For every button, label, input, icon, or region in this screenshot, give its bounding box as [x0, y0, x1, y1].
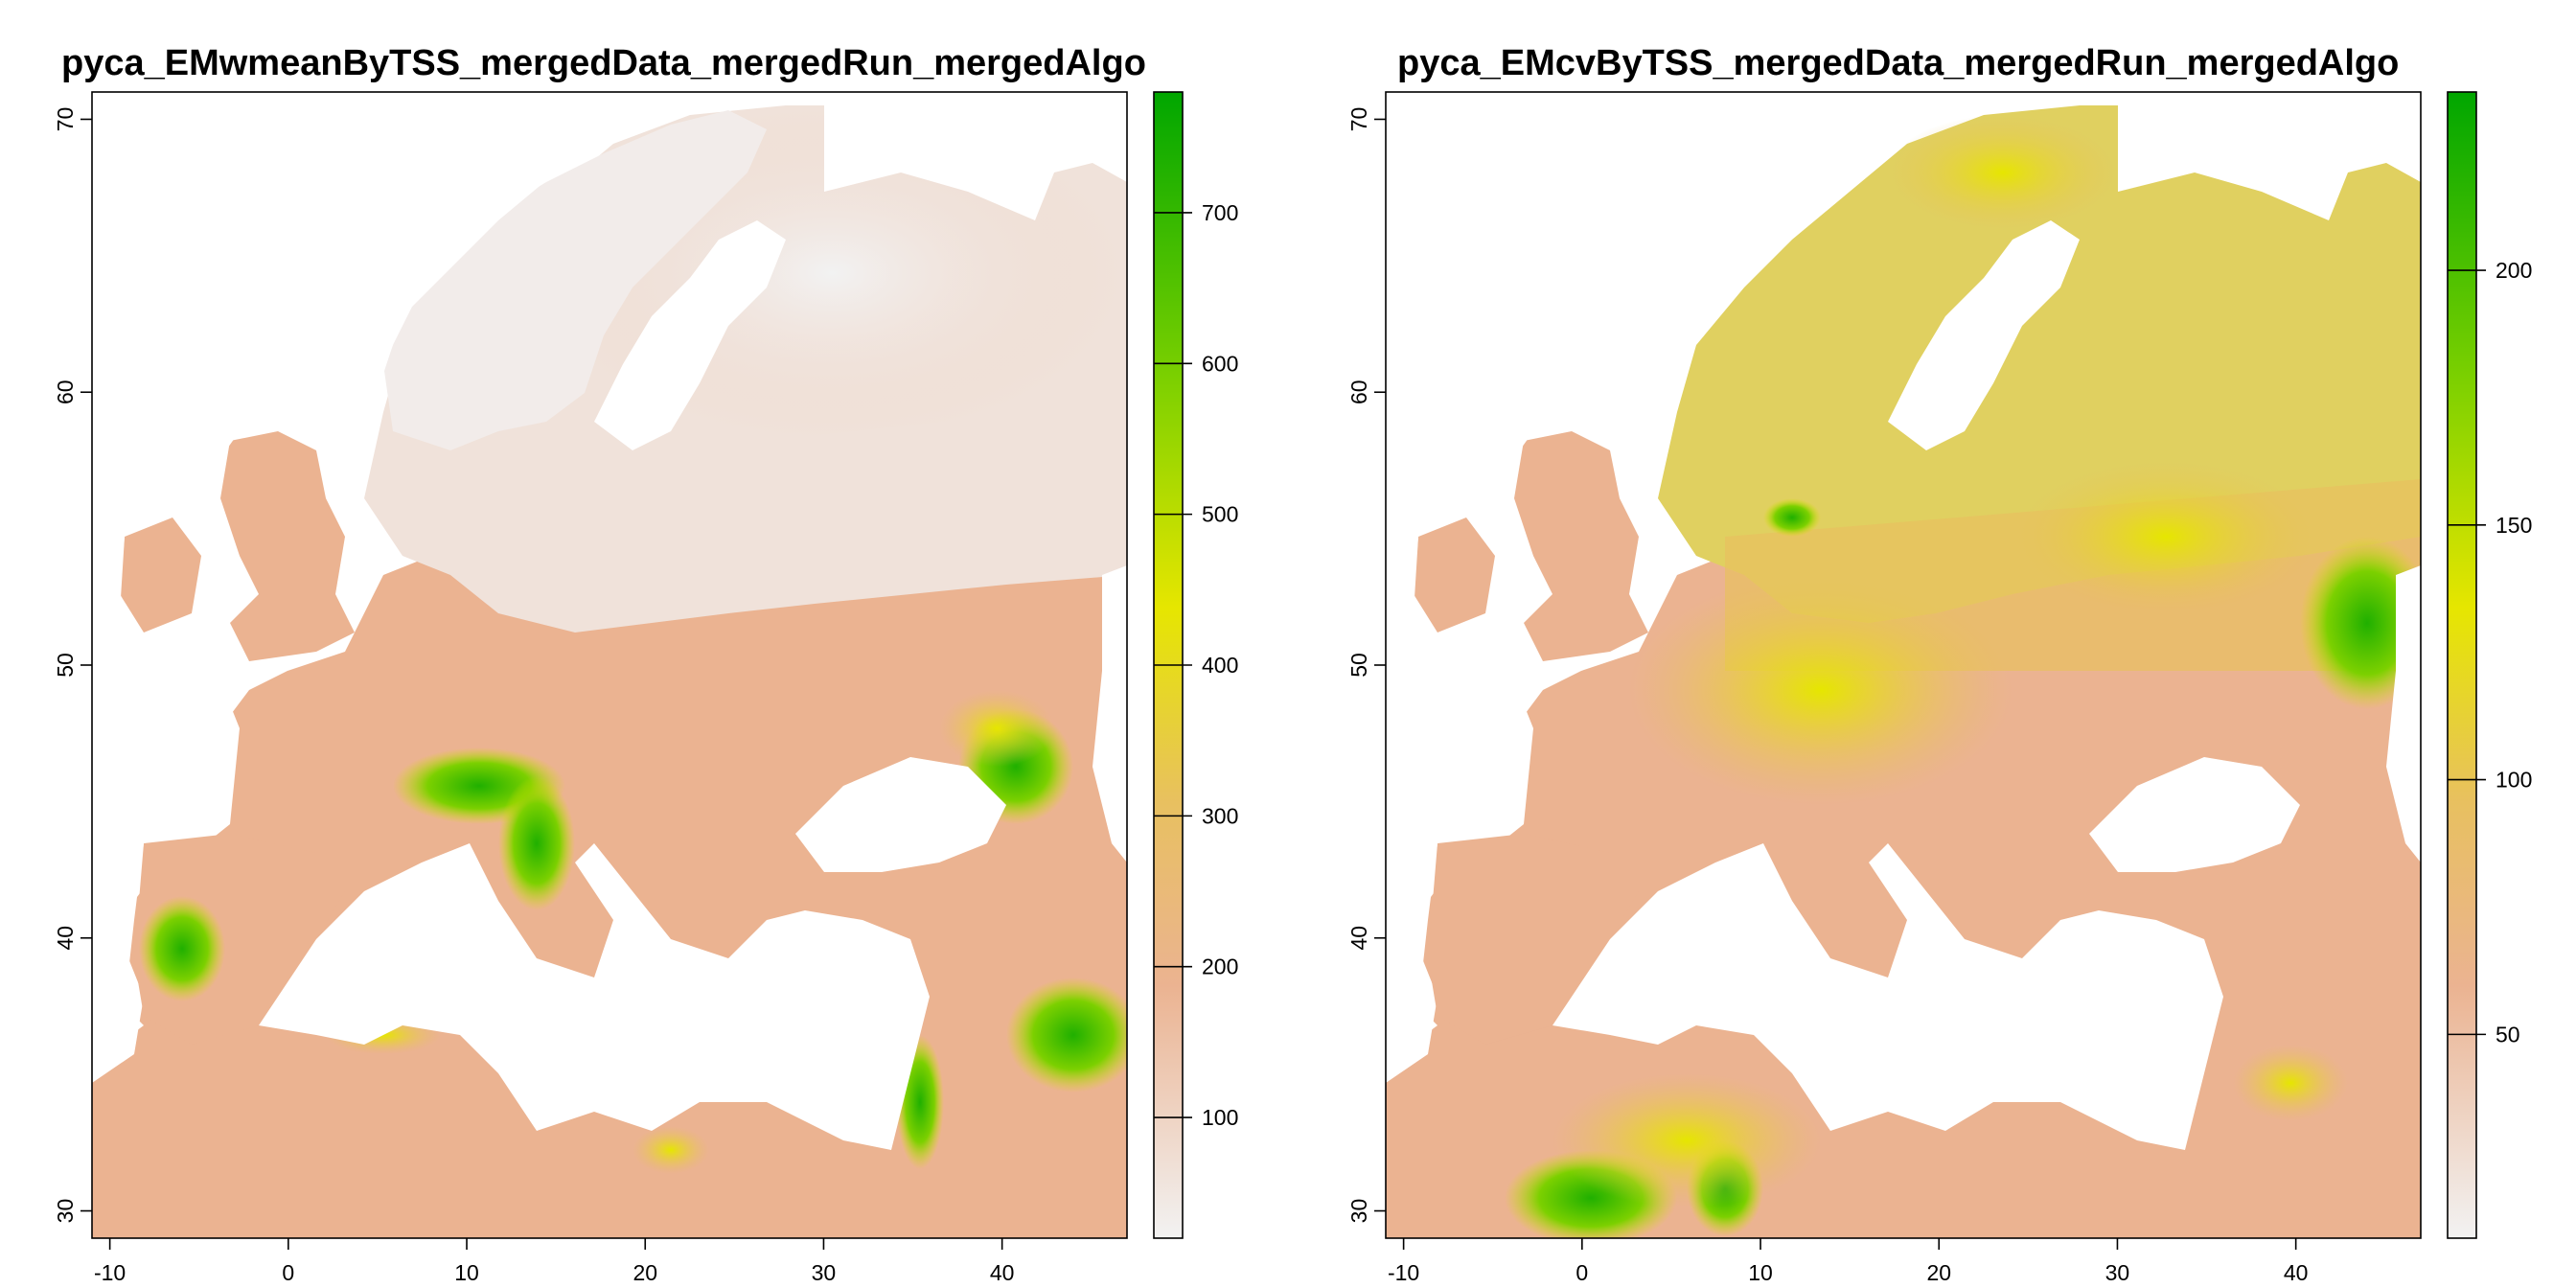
x-tick-label: 20	[632, 1260, 657, 1285]
x-tick-label: 0	[282, 1260, 294, 1285]
y-tick-label: 60	[53, 380, 78, 404]
sea-mediterranean	[1552, 843, 2223, 1150]
colorbar-tick-label: 50	[2496, 1022, 2520, 1046]
sea-baltic	[1888, 220, 2080, 450]
colorbar-tick-label: 200	[2496, 258, 2532, 283]
land-iberia	[1428, 834, 1639, 1045]
colorbar-tick-label: 500	[1202, 502, 1238, 527]
x-tick-label: 10	[454, 1260, 479, 1285]
colorbar-ticks: 100 200 300 400 500 600 700	[1154, 200, 1238, 1130]
x-tick-label: 30	[812, 1260, 837, 1285]
x-tick-label: 10	[1748, 1260, 1773, 1285]
sea-baltic	[594, 220, 786, 450]
sea-black	[795, 757, 1006, 872]
colorbar-tick-label: 400	[1202, 653, 1238, 678]
colorbar-ticks: 50 100 150 200	[2448, 258, 2532, 1046]
land-britain	[1514, 431, 1648, 661]
y-tick-label: 40	[53, 926, 78, 951]
colorbar-tick-label: 600	[1202, 351, 1238, 376]
sea-north	[1386, 92, 1869, 537]
x-tick-label: 30	[2105, 1260, 2130, 1285]
sea-caspian	[1092, 565, 1127, 862]
land-ireland	[1414, 518, 1495, 632]
y-tick-label: 70	[1346, 107, 1371, 132]
sea-black	[2089, 757, 2300, 872]
y-tick-label: 30	[53, 1199, 78, 1224]
y-tick-label: 70	[53, 107, 78, 132]
sea-atlantic	[1386, 843, 1438, 1064]
land-britain	[220, 431, 355, 661]
land-ireland	[120, 518, 201, 632]
x-tick-label: -10	[1388, 1260, 1419, 1285]
y-tick-label: 50	[1346, 653, 1371, 678]
axis-ticks: -10 0 10 20 30 40 30 40 50 60 70	[1346, 107, 2308, 1285]
y-tick-label: 60	[1346, 380, 1371, 404]
colorbar-tick-label: 100	[2496, 768, 2532, 793]
sea-arctic	[824, 92, 1127, 220]
x-tick-label: 20	[1926, 1260, 1951, 1285]
colorbar-fill	[2447, 91, 2477, 1239]
colorbar-tick-label: 700	[1202, 200, 1238, 225]
raster-map	[1386, 92, 2421, 1238]
colorbar-tick-label: 300	[1202, 803, 1238, 828]
colorbar-tick-label: 100	[1202, 1105, 1238, 1130]
y-tick-label: 30	[1346, 1199, 1371, 1224]
sea-mediterranean	[259, 843, 930, 1150]
sea-bay-biscay	[1386, 537, 1533, 843]
x-tick-label: 0	[1576, 1260, 1588, 1285]
panel-cv: pyca_EMcvByTSS_mergedData_mergedRun_merg…	[1346, 43, 2532, 1285]
panel-title: pyca_EMcvByTSS_mergedData_mergedRun_merg…	[1397, 43, 2399, 83]
sea-bay-biscay	[92, 537, 240, 843]
colorbar: 50 100 150 200	[2447, 91, 2532, 1239]
y-tick-label: 50	[53, 653, 78, 678]
y-tick-label: 40	[1346, 926, 1371, 951]
sea-caspian	[2386, 565, 2421, 862]
x-tick-label: 40	[990, 1260, 1015, 1285]
land-scandinavia	[383, 110, 767, 450]
sea-atlantic	[92, 843, 144, 1064]
sea-north	[92, 92, 575, 537]
colorbar: 100 200 300 400 500 600 700	[1153, 91, 1238, 1239]
panel-title: pyca_EMwmeanByTSS_mergedData_mergedRun_m…	[61, 43, 1146, 83]
colorbar-tick-label: 150	[2496, 513, 2532, 538]
sea-arctic	[2118, 92, 2421, 220]
colorbar-tick-label: 200	[1202, 954, 1238, 979]
x-tick-label: 40	[2284, 1260, 2309, 1285]
x-tick-label: -10	[94, 1260, 126, 1285]
raster-map	[92, 92, 1127, 1238]
axis-ticks: -10 0 10 20 30 40 30 40 50 60 70	[53, 107, 1014, 1285]
panel-wmean: pyca_EMwmeanByTSS_mergedData_mergedRun_m…	[53, 43, 1238, 1285]
